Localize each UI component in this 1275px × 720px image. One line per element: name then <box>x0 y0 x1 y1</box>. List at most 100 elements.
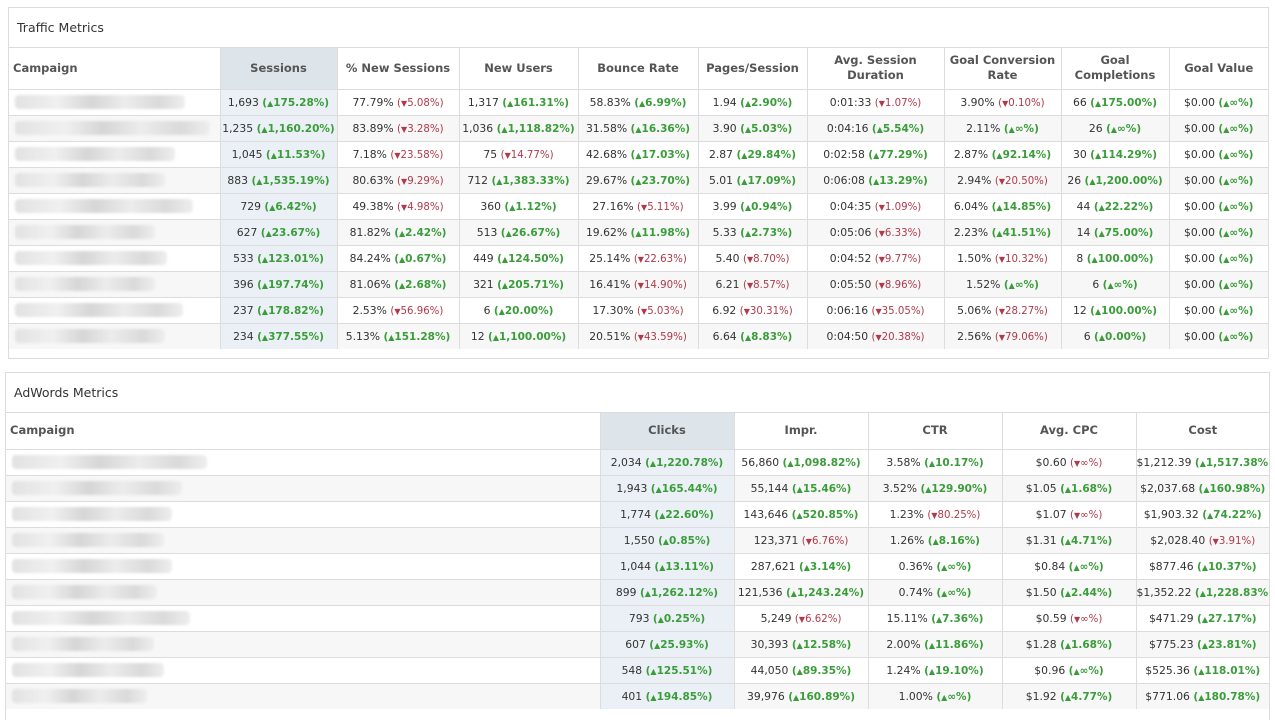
campaign-name-redacted[interactable] <box>9 140 221 167</box>
campaign-name-redacted[interactable] <box>9 244 221 271</box>
arrow-up-icon: ▲ <box>1223 202 1230 212</box>
metric-cell-avg-cpc: $0.96 (▲∞%) <box>1002 656 1137 683</box>
change-percent: 194.85% <box>656 690 708 703</box>
column-header-cost[interactable]: Cost <box>1136 413 1269 450</box>
campaign-name-redacted[interactable] <box>9 88 221 115</box>
metric-cell-new-sessions: 83.89% (▼3.28%) <box>337 114 460 141</box>
metric-value: 1.50% <box>957 251 992 265</box>
column-header-campaign[interactable]: Campaign <box>6 413 601 450</box>
campaign-name-redacted[interactable] <box>9 322 221 349</box>
column-header-goal-conversion-rate[interactable]: Goal Conversion Rate <box>944 48 1062 90</box>
column-header-sessions[interactable]: Sessions <box>220 48 338 90</box>
redacted-campaign-name <box>15 95 185 109</box>
campaign-name-redacted[interactable] <box>9 166 221 193</box>
metric-value: $0.00 <box>1184 329 1215 343</box>
change-percent: 19.10% <box>935 664 979 677</box>
metric-cell-goal-value: $0.00 (▲∞%) <box>1169 322 1268 349</box>
metric-value: 2.00% <box>886 637 921 651</box>
change-percent: 14.85% <box>1002 200 1047 213</box>
arrow-down-icon: ▼ <box>637 280 644 290</box>
change-percent: 1.68% <box>1071 482 1108 495</box>
change-up: (▲∞%) <box>1068 560 1104 573</box>
column-header-avg-cpc[interactable]: Avg. CPC <box>1002 413 1137 450</box>
change-percent: 2.68% <box>405 278 442 291</box>
metric-cell-sessions: 883 (▲1,535.19%) <box>220 166 338 193</box>
column-header-goal-completions[interactable]: Goal Completions <box>1061 48 1170 90</box>
arrow-up-icon: ▲ <box>270 150 277 160</box>
campaign-name-redacted[interactable] <box>6 526 601 553</box>
column-header-avg-session-duration[interactable]: Avg. Session Duration <box>807 48 945 90</box>
column-header-pages-session[interactable]: Pages/Session <box>698 48 808 90</box>
column-header-ctr[interactable]: CTR <box>868 413 1003 450</box>
change-down: (▼22.63%) <box>633 253 687 265</box>
change-up: (▲6.42%) <box>264 200 317 213</box>
metric-value: 27.16% <box>592 199 634 213</box>
metric-cell-cost: $1,352.22 (▲1,228.83%) <box>1136 578 1269 605</box>
metric-cell-impr: 55,144 (▲15.46%) <box>734 474 869 501</box>
column-header-clicks[interactable]: Clicks <box>600 413 735 450</box>
campaign-name-redacted[interactable] <box>6 500 601 527</box>
change-percent: 25.93% <box>660 638 704 651</box>
table-row: 533 (▲123.01%) 84.24% (▲0.67%) 449 (▲124.5… <box>9 244 1268 271</box>
metric-value: 6.21 <box>715 277 740 291</box>
change-percent: 22.22% <box>1104 200 1149 213</box>
column-header-goal-value[interactable]: Goal Value <box>1169 48 1268 90</box>
change-up: (▲7.36%) <box>931 612 984 625</box>
change-percent: 6.42% <box>275 200 312 213</box>
arrow-up-icon: ▲ <box>261 280 269 290</box>
column-header-campaign[interactable]: Campaign <box>9 48 221 90</box>
change-percent: 1,220.78% <box>656 456 719 469</box>
campaign-name-redacted[interactable] <box>9 270 221 297</box>
arrow-up-icon: ▲ <box>1064 588 1072 598</box>
metric-value: 1.24% <box>886 663 921 677</box>
change-percent: ∞% <box>1014 278 1035 291</box>
column-header-impr[interactable]: Impr. <box>734 413 869 450</box>
arrow-up-icon: ▲ <box>936 614 943 624</box>
campaign-name-redacted[interactable] <box>6 682 601 709</box>
arrow-down-icon: ▼ <box>401 124 408 134</box>
change-down: (▼14.90%) <box>633 279 687 291</box>
campaign-name-redacted[interactable] <box>9 114 221 141</box>
metric-value: 793 <box>628 611 650 625</box>
campaign-name-redacted[interactable] <box>9 218 221 245</box>
metric-value: 1,774 <box>620 507 651 521</box>
arrow-down-icon: ▼ <box>641 306 648 316</box>
arrow-up-icon: ▲ <box>932 536 939 546</box>
campaign-name-redacted[interactable] <box>6 656 601 683</box>
campaign-name-redacted[interactable] <box>6 630 601 657</box>
metric-value: 234 <box>233 329 254 343</box>
change-percent: 29.84% <box>747 148 792 161</box>
redacted-campaign-name <box>12 611 190 625</box>
campaign-name-redacted[interactable] <box>6 578 601 605</box>
metric-value: 1.94 <box>712 95 737 109</box>
column-header-new-users[interactable]: New Users <box>459 48 579 90</box>
column-header-bounce-rate[interactable]: Bounce Rate <box>578 48 699 90</box>
metric-cell-avg-cpc: $0.59 (▼∞%) <box>1002 604 1137 631</box>
column-header-new-sessions[interactable]: % New Sessions <box>337 48 460 90</box>
campaign-name-redacted[interactable] <box>9 192 221 219</box>
arrow-up-icon: ▲ <box>399 254 406 264</box>
change-up: (▲23.70%) <box>630 174 691 187</box>
arrow-up-icon: ▲ <box>1223 280 1230 290</box>
change-up: (▲11.86%) <box>924 638 984 651</box>
change-percent: 8.16% <box>938 534 976 547</box>
metric-cell-cost: $471.29 (▲27.17%) <box>1136 604 1269 631</box>
arrow-down-icon: ▼ <box>998 306 1006 316</box>
metric-cell-bounce-rate: 58.83% (▲6.99%) <box>578 88 699 115</box>
change-percent: 22.63% <box>643 253 683 265</box>
metric-cell-new-users: 6 (▲20.00%) <box>459 296 579 323</box>
campaign-name-redacted[interactable] <box>9 296 221 323</box>
change-up: (▲26.67%) <box>500 226 561 239</box>
change-up: (▲123.01%) <box>257 252 324 265</box>
arrow-up-icon: ▲ <box>1107 280 1114 290</box>
campaign-name-redacted[interactable] <box>6 552 601 579</box>
change-up: (▲197.74%) <box>257 278 324 291</box>
change-up: (▲17.09%) <box>736 174 796 187</box>
campaign-name-redacted[interactable] <box>6 474 601 501</box>
arrow-up-icon: ▲ <box>796 510 803 520</box>
change-percent: 7.36% <box>942 612 979 625</box>
campaign-name-redacted[interactable] <box>6 604 601 631</box>
arrow-up-icon: ▲ <box>1089 176 1096 186</box>
campaign-name-redacted[interactable] <box>6 448 601 475</box>
metric-cell-new-users: 75 (▼14.77%) <box>459 140 579 167</box>
